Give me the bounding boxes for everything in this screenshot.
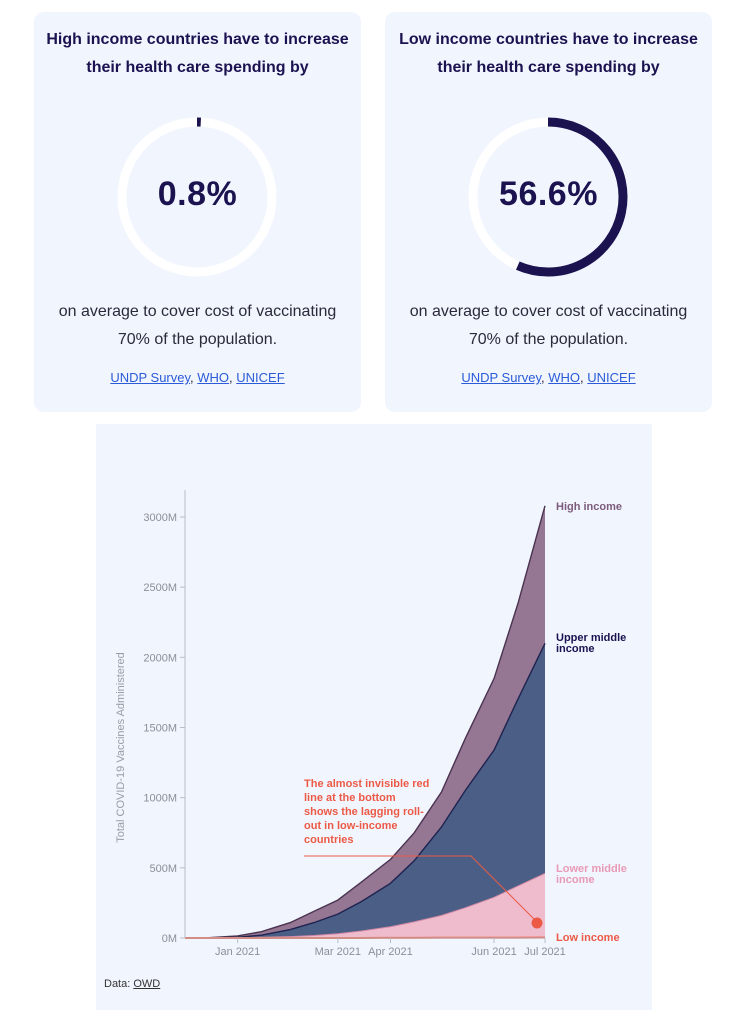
series-label-low-income: Low income (556, 932, 620, 944)
y-tick-label: 0M (162, 933, 177, 945)
x-tick-label: Jun 2021 (471, 946, 516, 958)
line-high-income (184, 505, 546, 939)
source-link-undp[interactable]: UNDP Survey (110, 370, 191, 385)
y-tick-label: 1500M (143, 723, 177, 735)
annotation-text: The almost invisible red line at the bott… (304, 778, 429, 846)
series-label-high-income: High income (556, 501, 622, 513)
low-income-card: Low income countries have to increase th… (385, 12, 712, 412)
y-tick-label: 2000M (143, 652, 177, 664)
card-title: High income countries have to increase t… (46, 31, 349, 76)
series-label-lower-middle-income: Lower middle income (556, 863, 627, 886)
vaccines-chart: 0M 500M 1000M 1500M 2000M 2500M 3000M Jan 2021 M… (96, 424, 652, 1010)
data-source-label: Data: (104, 978, 131, 990)
y-tick-label: 3000M (143, 512, 177, 524)
card-subtitle: on average to cover cost of vaccinating … (58, 303, 337, 348)
source-link-unicef[interactable]: UNICEF (236, 370, 285, 385)
data-source: Data: OWD (104, 978, 160, 990)
progress-ring (468, 117, 628, 277)
y-tick-label: 500M (149, 863, 177, 875)
percentage-value: 56.6% (499, 175, 598, 213)
y-tick-label: 1000M (143, 793, 177, 805)
source-link-unicef[interactable]: UNICEF (587, 370, 636, 385)
annotation-leader (304, 855, 538, 923)
high-income-card: High income countries have to increase t… (34, 12, 361, 412)
x-tick-label: Mar 2021 (315, 946, 361, 958)
annotation-dot (531, 917, 543, 929)
x-tick-label: Apr 2021 (368, 946, 413, 958)
y-axis-label: Total COVID-19 Vaccines Administered (115, 652, 127, 843)
card-title: Low income countries have to increase th… (399, 31, 698, 76)
sources: UNDP Survey, WHO, UNICEF (461, 370, 636, 385)
y-tick-label: 2500M (143, 582, 177, 594)
source-link-who[interactable]: WHO (548, 370, 581, 385)
progress-ring (117, 117, 277, 277)
area-chart: 0M 500M 1000M 1500M 2000M 2500M 3000M Jan 2021 M… (115, 490, 627, 958)
source-link-undp[interactable]: UNDP Survey (461, 370, 542, 385)
series-label-upper-middle-income: Upper middle income (556, 632, 626, 655)
line-upper-middle-income (184, 642, 546, 939)
percentage-value: 0.8% (157, 175, 238, 213)
x-tick-label: Jul 2021 (524, 946, 566, 958)
source-link-who[interactable]: WHO (197, 370, 230, 385)
sources: UNDP Survey, WHO, UNICEF (110, 370, 285, 385)
data-source-link[interactable]: OWD (133, 978, 161, 990)
x-tick-label: Jan 2021 (215, 946, 260, 958)
card-subtitle: on average to cover cost of vaccinating … (409, 303, 688, 348)
ring-fill (515, 117, 628, 277)
area-lower-middle-income (185, 873, 545, 938)
area-upper-middle-income (185, 643, 545, 938)
